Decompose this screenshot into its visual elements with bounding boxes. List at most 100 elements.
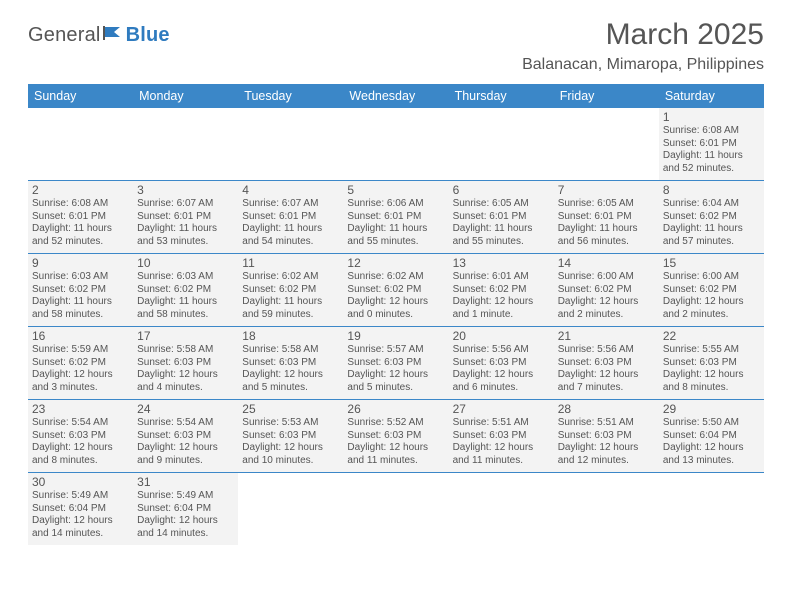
calendar-cell-blank — [238, 473, 343, 545]
calendar-cell: 21Sunrise: 5:56 AMSunset: 6:03 PMDayligh… — [554, 327, 659, 399]
sunset-text: Sunset: 6:02 PM — [453, 284, 550, 297]
day-info: Sunrise: 5:54 AMSunset: 6:03 PMDaylight:… — [32, 417, 129, 467]
sunrise-text: Sunrise: 6:02 AM — [242, 271, 339, 284]
calendar-cell: 4Sunrise: 6:07 AMSunset: 6:01 PMDaylight… — [238, 181, 343, 253]
sunrise-text: Sunrise: 6:03 AM — [137, 271, 234, 284]
daylight-text: Daylight: 11 hours and 52 minutes. — [32, 223, 129, 248]
calendar-cell: 8Sunrise: 6:04 AMSunset: 6:02 PMDaylight… — [659, 181, 764, 253]
sunrise-text: Sunrise: 5:53 AM — [242, 417, 339, 430]
calendar-cell: 10Sunrise: 6:03 AMSunset: 6:02 PMDayligh… — [133, 254, 238, 326]
calendar: Sunday Monday Tuesday Wednesday Thursday… — [28, 84, 764, 545]
day-number: 13 — [453, 256, 550, 270]
header-row: General Blue March 2025 Balanacan, Mimar… — [28, 18, 764, 74]
day-header-sat: Saturday — [659, 84, 764, 108]
day-header-sun: Sunday — [28, 84, 133, 108]
sunset-text: Sunset: 6:03 PM — [347, 357, 444, 370]
week-row: 1Sunrise: 6:08 AMSunset: 6:01 PMDaylight… — [28, 108, 764, 181]
sunset-text: Sunset: 6:03 PM — [242, 357, 339, 370]
sunset-text: Sunset: 6:01 PM — [347, 211, 444, 224]
daylight-text: Daylight: 12 hours and 14 minutes. — [137, 515, 234, 540]
day-info: Sunrise: 6:08 AMSunset: 6:01 PMDaylight:… — [32, 198, 129, 248]
day-number: 23 — [32, 402, 129, 416]
calendar-cell: 24Sunrise: 5:54 AMSunset: 6:03 PMDayligh… — [133, 400, 238, 472]
calendar-cell-blank — [554, 473, 659, 545]
sunrise-text: Sunrise: 6:07 AM — [242, 198, 339, 211]
sunset-text: Sunset: 6:02 PM — [663, 211, 760, 224]
sunrise-text: Sunrise: 5:50 AM — [663, 417, 760, 430]
daylight-text: Daylight: 11 hours and 58 minutes. — [32, 296, 129, 321]
sunset-text: Sunset: 6:04 PM — [32, 503, 129, 516]
calendar-cell-blank — [659, 473, 764, 545]
sunrise-text: Sunrise: 5:59 AM — [32, 344, 129, 357]
day-headers-row: Sunday Monday Tuesday Wednesday Thursday… — [28, 84, 764, 108]
daylight-text: Daylight: 11 hours and 56 minutes. — [558, 223, 655, 248]
calendar-cell: 5Sunrise: 6:06 AMSunset: 6:01 PMDaylight… — [343, 181, 448, 253]
daylight-text: Daylight: 11 hours and 53 minutes. — [137, 223, 234, 248]
calendar-cell: 6Sunrise: 6:05 AMSunset: 6:01 PMDaylight… — [449, 181, 554, 253]
day-info: Sunrise: 5:57 AMSunset: 6:03 PMDaylight:… — [347, 344, 444, 394]
calendar-cell: 22Sunrise: 5:55 AMSunset: 6:03 PMDayligh… — [659, 327, 764, 399]
calendar-cell: 1Sunrise: 6:08 AMSunset: 6:01 PMDaylight… — [659, 108, 764, 180]
daylight-text: Daylight: 12 hours and 13 minutes. — [663, 442, 760, 467]
sunset-text: Sunset: 6:02 PM — [32, 284, 129, 297]
title-block: March 2025 Balanacan, Mimaropa, Philippi… — [522, 18, 764, 74]
day-info: Sunrise: 5:59 AMSunset: 6:02 PMDaylight:… — [32, 344, 129, 394]
calendar-cell: 29Sunrise: 5:50 AMSunset: 6:04 PMDayligh… — [659, 400, 764, 472]
day-number: 3 — [137, 183, 234, 197]
week-row: 23Sunrise: 5:54 AMSunset: 6:03 PMDayligh… — [28, 400, 764, 473]
calendar-cell: 23Sunrise: 5:54 AMSunset: 6:03 PMDayligh… — [28, 400, 133, 472]
daylight-text: Daylight: 12 hours and 8 minutes. — [663, 369, 760, 394]
day-header-fri: Friday — [554, 84, 659, 108]
sunset-text: Sunset: 6:02 PM — [663, 284, 760, 297]
day-number: 12 — [347, 256, 444, 270]
sunset-text: Sunset: 6:01 PM — [137, 211, 234, 224]
sunset-text: Sunset: 6:03 PM — [32, 430, 129, 443]
daylight-text: Daylight: 12 hours and 5 minutes. — [242, 369, 339, 394]
daylight-text: Daylight: 11 hours and 54 minutes. — [242, 223, 339, 248]
sunrise-text: Sunrise: 6:00 AM — [558, 271, 655, 284]
calendar-cell: 15Sunrise: 6:00 AMSunset: 6:02 PMDayligh… — [659, 254, 764, 326]
sunrise-text: Sunrise: 6:04 AM — [663, 198, 760, 211]
day-info: Sunrise: 5:58 AMSunset: 6:03 PMDaylight:… — [242, 344, 339, 394]
calendar-cell: 25Sunrise: 5:53 AMSunset: 6:03 PMDayligh… — [238, 400, 343, 472]
sunset-text: Sunset: 6:03 PM — [663, 357, 760, 370]
sunrise-text: Sunrise: 5:49 AM — [137, 490, 234, 503]
location-text: Balanacan, Mimaropa, Philippines — [522, 56, 764, 74]
sunrise-text: Sunrise: 5:57 AM — [347, 344, 444, 357]
sunrise-text: Sunrise: 5:49 AM — [32, 490, 129, 503]
week-row: 16Sunrise: 5:59 AMSunset: 6:02 PMDayligh… — [28, 327, 764, 400]
sunrise-text: Sunrise: 5:54 AM — [32, 417, 129, 430]
day-number: 26 — [347, 402, 444, 416]
sunset-text: Sunset: 6:01 PM — [558, 211, 655, 224]
sunset-text: Sunset: 6:01 PM — [453, 211, 550, 224]
sunrise-text: Sunrise: 6:03 AM — [32, 271, 129, 284]
day-info: Sunrise: 5:56 AMSunset: 6:03 PMDaylight:… — [453, 344, 550, 394]
day-number: 14 — [558, 256, 655, 270]
daylight-text: Daylight: 12 hours and 11 minutes. — [453, 442, 550, 467]
daylight-text: Daylight: 11 hours and 58 minutes. — [137, 296, 234, 321]
day-info: Sunrise: 6:07 AMSunset: 6:01 PMDaylight:… — [242, 198, 339, 248]
day-info: Sunrise: 6:01 AMSunset: 6:02 PMDaylight:… — [453, 271, 550, 321]
sunset-text: Sunset: 6:04 PM — [137, 503, 234, 516]
calendar-cell-blank — [28, 108, 133, 180]
sunrise-text: Sunrise: 6:02 AM — [347, 271, 444, 284]
day-number: 25 — [242, 402, 339, 416]
sunset-text: Sunset: 6:02 PM — [347, 284, 444, 297]
day-info: Sunrise: 5:51 AMSunset: 6:03 PMDaylight:… — [558, 417, 655, 467]
day-number: 11 — [242, 256, 339, 270]
daylight-text: Daylight: 12 hours and 7 minutes. — [558, 369, 655, 394]
page: General Blue March 2025 Balanacan, Mimar… — [0, 0, 792, 545]
weeks-container: 1Sunrise: 6:08 AMSunset: 6:01 PMDaylight… — [28, 108, 764, 545]
day-number: 10 — [137, 256, 234, 270]
daylight-text: Daylight: 12 hours and 12 minutes. — [558, 442, 655, 467]
sunset-text: Sunset: 6:03 PM — [137, 430, 234, 443]
sunrise-text: Sunrise: 6:00 AM — [663, 271, 760, 284]
calendar-cell: 3Sunrise: 6:07 AMSunset: 6:01 PMDaylight… — [133, 181, 238, 253]
daylight-text: Daylight: 11 hours and 52 minutes. — [663, 150, 760, 175]
sunset-text: Sunset: 6:03 PM — [137, 357, 234, 370]
daylight-text: Daylight: 12 hours and 2 minutes. — [558, 296, 655, 321]
day-number: 6 — [453, 183, 550, 197]
day-number: 24 — [137, 402, 234, 416]
daylight-text: Daylight: 12 hours and 2 minutes. — [663, 296, 760, 321]
sunset-text: Sunset: 6:03 PM — [242, 430, 339, 443]
